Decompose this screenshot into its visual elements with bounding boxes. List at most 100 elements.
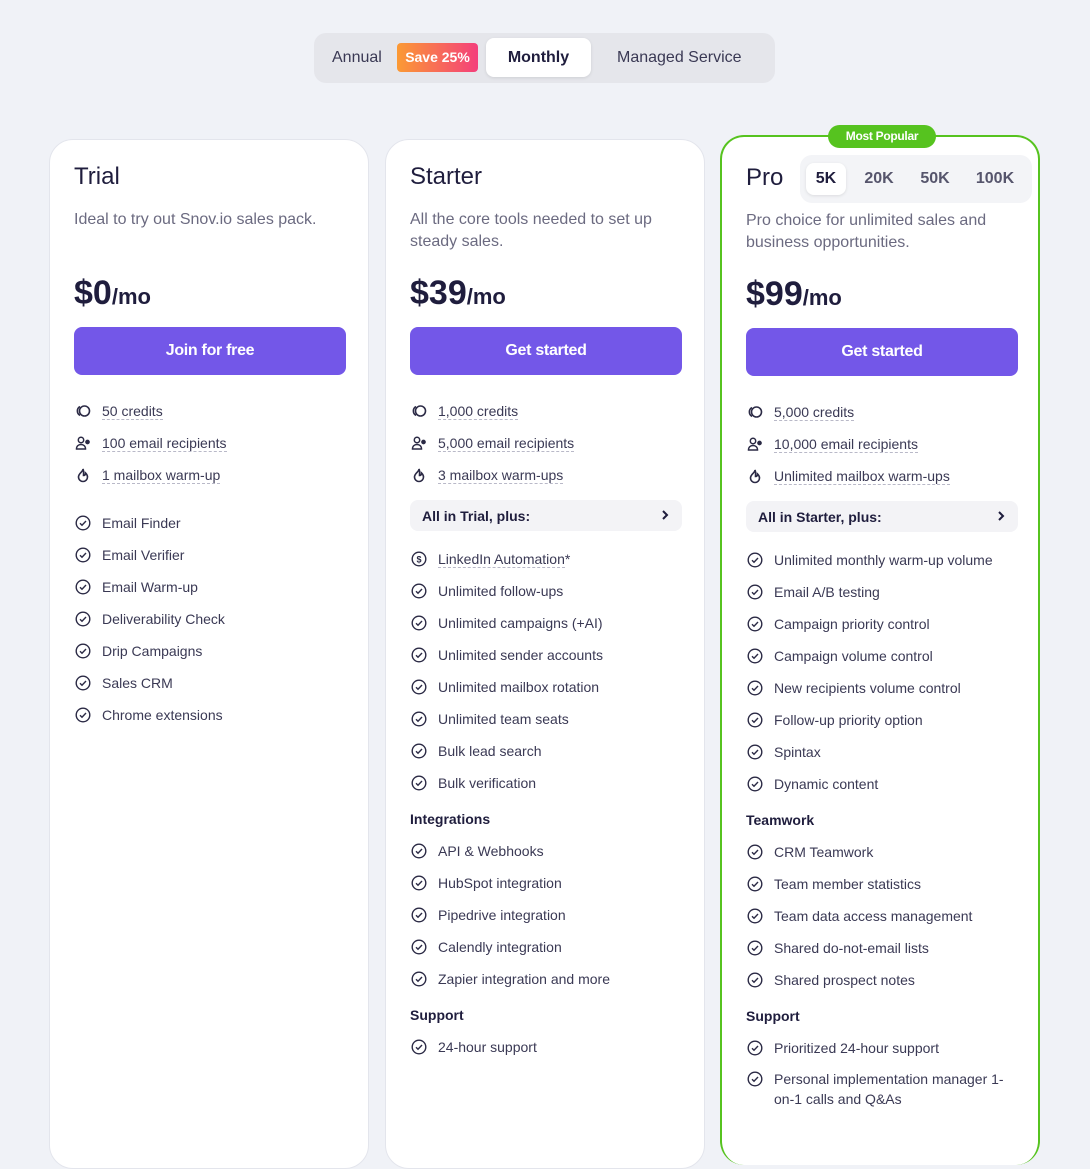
feature-item: Zapier integration and more xyxy=(410,963,682,995)
feature-label: Bulk lead search xyxy=(438,743,542,759)
feature-item: CRM Teamwork xyxy=(746,836,1018,868)
feature-item: Shared do-not-email lists xyxy=(746,932,1018,964)
feature-item: 5,000 credits xyxy=(746,396,1018,428)
check-circle-icon xyxy=(746,647,764,665)
feature-label[interactable]: 1 mailbox warm-up xyxy=(102,466,221,484)
feature-list: 1,000 credits 5,000 email recipients 3 mai… xyxy=(410,395,682,1063)
plan-description: All the core tools needed to set up stea… xyxy=(410,211,652,250)
feature-label[interactable]: 1,000 credits xyxy=(438,402,519,420)
feature-item: Bulk verification xyxy=(410,767,682,799)
flame-icon xyxy=(410,466,428,484)
monthly-option[interactable]: Monthly xyxy=(486,38,591,77)
feature-item: Personal implementation manager 1-on-1 c… xyxy=(746,1064,1018,1116)
price-period: /mo xyxy=(466,284,506,309)
feature-item: Team data access management xyxy=(746,900,1018,932)
feature-item: Unlimited follow-ups xyxy=(410,575,682,607)
check-circle-icon xyxy=(74,546,92,564)
feature-item: Unlimited campaigns (+AI) xyxy=(410,607,682,639)
feature-label[interactable]: Unlimited mailbox warm-ups xyxy=(774,467,950,485)
feature-item: Unlimited sender accounts xyxy=(410,639,682,671)
feature-item: Bulk lead search xyxy=(410,735,682,767)
chevron-right-icon xyxy=(996,509,1006,525)
feature-label[interactable]: 3 mailbox warm-ups xyxy=(438,466,564,484)
feature-label[interactable]: LinkedIn Automation xyxy=(438,550,565,568)
plus-label: All in Starter, plus: xyxy=(758,508,882,525)
check-circle-icon xyxy=(746,679,764,697)
check-circle-icon xyxy=(746,907,764,925)
feature-item: Drip Campaigns xyxy=(74,635,346,667)
feature-item: Campaign priority control xyxy=(746,608,1018,640)
feature-label: Campaign priority control xyxy=(774,616,930,632)
feature-label[interactable]: 5,000 email recipients xyxy=(438,434,575,452)
plus-toggle[interactable]: All in Trial, plus: xyxy=(410,500,682,531)
feature-label: Bulk verification xyxy=(438,775,537,791)
check-circle-icon xyxy=(410,742,428,760)
plan-title: Pro xyxy=(746,164,784,191)
tier-100k[interactable]: 100K xyxy=(975,170,1015,187)
most-popular-badge: Most Popular xyxy=(828,125,936,148)
feature-label: Drip Campaigns xyxy=(102,643,203,659)
feature-label: Personal implementation manager 1-on-1 c… xyxy=(774,1071,1004,1107)
feature-item: HubSpot integration xyxy=(410,867,682,899)
check-circle-icon xyxy=(746,843,764,861)
check-circle-icon xyxy=(74,674,92,692)
tier-50k[interactable]: 50K xyxy=(920,170,950,187)
feature-label: Zapier integration and more xyxy=(438,971,610,987)
feature-item: Deliverability Check xyxy=(74,603,346,635)
price-amount: $0 xyxy=(74,274,112,312)
feature-item: Email Warm-up xyxy=(74,571,346,603)
feature-item: Prioritized 24-hour support xyxy=(746,1032,1018,1064)
feature-label: CRM Teamwork xyxy=(774,844,874,860)
plus-toggle[interactable]: All in Starter, plus: xyxy=(746,501,1018,532)
check-circle-icon xyxy=(410,710,428,728)
check-circle-icon xyxy=(410,842,428,860)
feature-label[interactable]: 10,000 email recipients xyxy=(774,435,918,453)
plan-card-starter: Starter All the core tools needed to set … xyxy=(385,139,705,1169)
check-circle-icon xyxy=(746,711,764,729)
price-period: /mo xyxy=(111,284,151,309)
tier-5k[interactable]: 5K xyxy=(806,163,846,195)
feature-item: Email A/B testing xyxy=(746,576,1018,608)
flame-icon xyxy=(746,467,764,485)
check-circle-icon xyxy=(74,642,92,660)
feature-label: Unlimited monthly warm-up volume xyxy=(774,552,993,568)
feature-item: Email Finder xyxy=(74,507,346,539)
check-circle-icon xyxy=(74,706,92,724)
feature-item: Unlimited mailbox warm-ups xyxy=(746,460,1018,492)
feature-label: Pipedrive integration xyxy=(438,907,566,923)
feature-item: Calendly integration xyxy=(410,931,682,963)
plan-title: Starter xyxy=(410,163,483,190)
chevron-right-icon xyxy=(660,508,670,524)
feature-label[interactable]: 100 email recipients xyxy=(102,434,227,452)
check-circle-icon xyxy=(74,578,92,596)
feature-item: New recipients volume control xyxy=(746,672,1018,704)
check-circle-icon xyxy=(410,1038,428,1056)
feature-item: Unlimited monthly warm-up volume xyxy=(746,544,1018,576)
svg-text:$: $ xyxy=(416,555,421,565)
tier-20k[interactable]: 20K xyxy=(864,170,894,187)
feature-label[interactable]: 50 credits xyxy=(102,402,163,420)
section-heading: Support xyxy=(410,1007,464,1023)
price-amount: $99 xyxy=(746,275,803,313)
feature-item: 10,000 email recipients xyxy=(746,428,1018,460)
feature-item: Team member statistics xyxy=(746,868,1018,900)
check-circle-icon xyxy=(410,678,428,696)
feature-label: HubSpot integration xyxy=(438,875,562,891)
plan-description: Pro choice for unlimited sales and busin… xyxy=(746,212,987,251)
feature-label: Email Warm-up xyxy=(102,579,198,595)
annual-option[interactable]: Annual xyxy=(332,49,382,66)
dollar-circle-icon: $ xyxy=(410,550,428,568)
feature-label[interactable]: 5,000 credits xyxy=(774,403,855,421)
check-circle-icon xyxy=(746,1039,764,1057)
users-icon xyxy=(746,435,764,453)
check-circle-icon xyxy=(746,971,764,989)
cta-button[interactable]: Get started xyxy=(746,328,1018,376)
managed-service-option[interactable]: Managed Service xyxy=(617,49,742,66)
cta-button[interactable]: Join for free xyxy=(74,327,346,375)
cta-button[interactable]: Get started xyxy=(410,327,682,375)
feature-item: Follow-up priority option xyxy=(746,704,1018,736)
plan-card-trial: Trial Ideal to try out Snov.io sales pack… xyxy=(49,139,369,1169)
feature-item: API & Webhooks xyxy=(410,835,682,867)
check-circle-icon xyxy=(746,743,764,761)
check-circle-icon xyxy=(74,514,92,532)
